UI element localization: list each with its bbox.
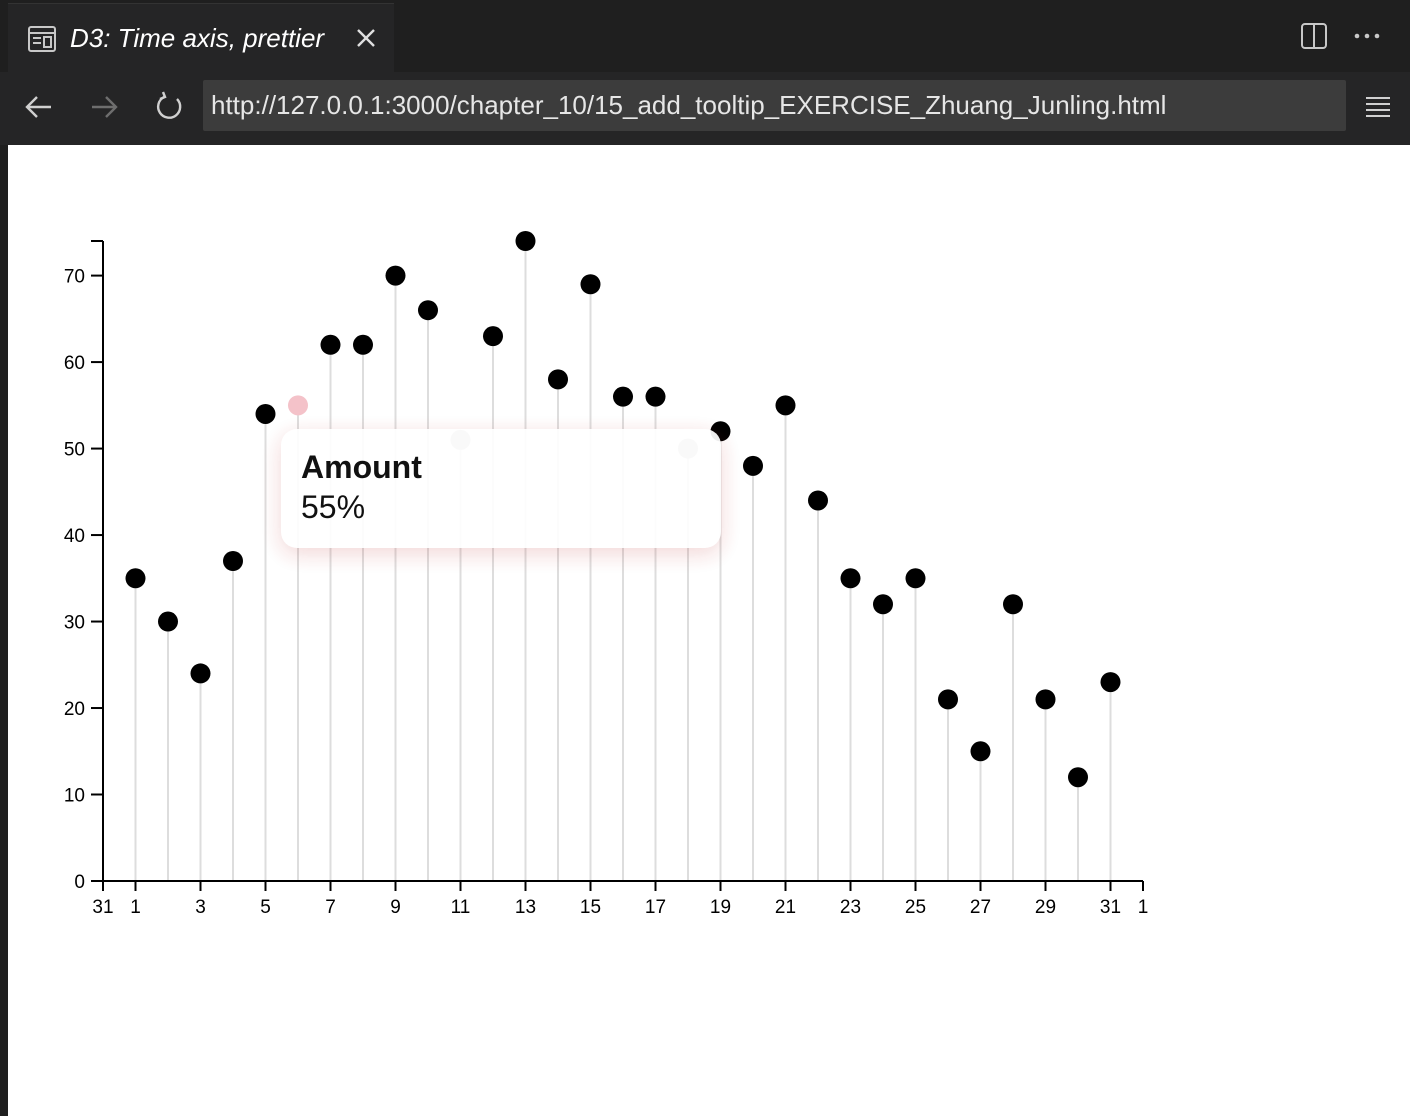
x-tick-label: 3 — [195, 897, 206, 918]
data-point — [938, 689, 958, 710]
data-point — [1068, 767, 1088, 788]
data-point — [125, 568, 146, 589]
x-tick-label: 7 — [325, 897, 336, 918]
y-tick-label: 0 — [74, 872, 85, 893]
x-tick-label: 31 — [92, 897, 113, 918]
y-tick-label: 20 — [64, 699, 85, 720]
data-point — [223, 551, 243, 571]
x-tick-label: 31 — [1100, 897, 1121, 918]
y-tick-label: 60 — [64, 353, 85, 374]
close-icon[interactable] — [354, 26, 378, 50]
data-point — [385, 265, 406, 286]
data-point — [775, 395, 796, 416]
x-tick-label: 25 — [905, 897, 926, 918]
data-point — [483, 326, 503, 347]
data-point — [158, 611, 178, 632]
x-tick-label: 27 — [970, 897, 991, 918]
data-point — [645, 386, 666, 407]
data-point — [873, 594, 893, 615]
tab-active[interactable]: D3: Time axis, prettier — [8, 3, 394, 72]
data-point — [353, 334, 373, 355]
menu-icon[interactable] — [1365, 94, 1391, 120]
more-actions-icon[interactable] — [1352, 24, 1382, 48]
data-point — [190, 663, 211, 684]
data-point — [743, 455, 763, 476]
url-input[interactable]: http://127.0.0.1:3000/chapter_10/15_add_… — [203, 80, 1346, 131]
data-point — [808, 490, 828, 511]
x-tick-label: 19 — [710, 897, 731, 918]
tooltip-value: 55% — [301, 489, 366, 525]
data-point — [1035, 689, 1056, 710]
y-tick-label: 40 — [64, 526, 85, 547]
x-tick-label: 15 — [580, 897, 601, 918]
y-tick-label: 10 — [64, 786, 85, 807]
data-point — [548, 369, 568, 390]
data-point — [1003, 594, 1023, 615]
data-point — [515, 231, 536, 251]
forward-arrow-icon[interactable] — [87, 90, 121, 124]
x-tick-label: 29 — [1035, 897, 1056, 918]
split-editor-icon[interactable] — [1300, 22, 1328, 50]
window-edge — [0, 72, 8, 1116]
preview-icon — [28, 26, 56, 52]
tooltip: Amount 55% — [281, 429, 721, 548]
x-tick-label: 13 — [515, 897, 536, 918]
x-tick-label: 21 — [775, 897, 796, 918]
y-tick-label: 50 — [64, 440, 85, 461]
data-point — [255, 403, 276, 424]
x-tick-label: 11 — [451, 897, 471, 918]
data-point — [905, 568, 926, 589]
x-tick-label: 1 — [1138, 897, 1149, 918]
x-tick-label: 5 — [260, 897, 271, 918]
y-tick-label: 70 — [64, 267, 85, 288]
title-bar: D3: Time axis, prettier — [0, 0, 1410, 72]
navigation-bar: http://127.0.0.1:3000/chapter_10/15_add_… — [0, 72, 1410, 145]
reload-icon[interactable] — [152, 90, 186, 124]
data-point — [580, 274, 601, 295]
data-point — [840, 568, 861, 589]
data-point — [970, 741, 991, 762]
tab-title: D3: Time axis, prettier — [70, 23, 325, 53]
tooltip-label: Amount — [301, 449, 422, 485]
x-tick-label: 17 — [645, 897, 666, 918]
y-tick-label: 30 — [64, 613, 85, 634]
x-tick-label: 23 — [840, 897, 861, 918]
data-point — [288, 395, 308, 416]
data-point — [418, 300, 438, 321]
data-point — [320, 334, 341, 355]
x-tick-label: 1 — [130, 897, 141, 918]
back-arrow-icon[interactable] — [22, 90, 56, 124]
x-tick-label: 9 — [390, 897, 401, 918]
data-point — [1100, 672, 1121, 693]
page-viewport: 0 10 20 30 40 50 60 70 31 1 3 5 7 9 11 13 15 17 19 21 23 25 27… — [8, 145, 1410, 1116]
data-point — [613, 386, 633, 407]
